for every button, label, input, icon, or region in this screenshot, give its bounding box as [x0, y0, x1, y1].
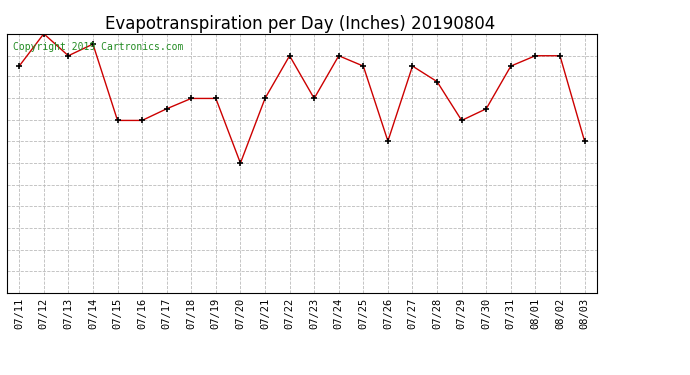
Text: Evapotranspiration per Day (Inches) 20190804: Evapotranspiration per Day (Inches) 2019… [105, 15, 495, 33]
Text: ET  (Inches): ET (Inches) [604, 30, 680, 40]
Text: Copyright 2019 Cartronics.com: Copyright 2019 Cartronics.com [13, 42, 183, 51]
